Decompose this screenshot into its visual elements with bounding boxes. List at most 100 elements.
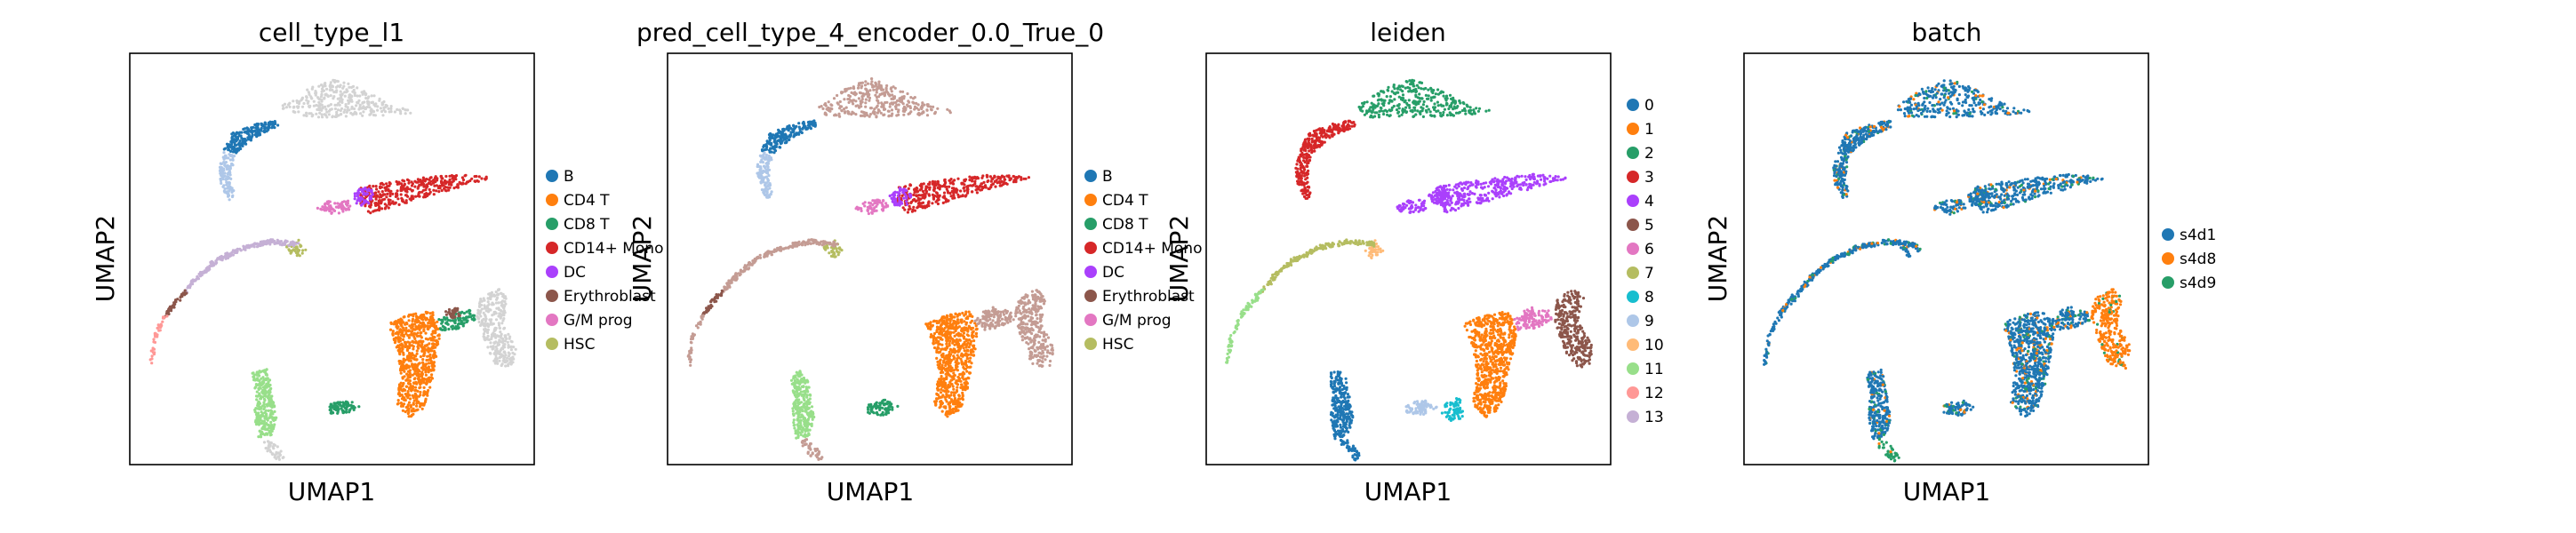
legend-label: HSC xyxy=(564,336,595,354)
data-point xyxy=(415,327,419,330)
data-point xyxy=(427,358,430,362)
data-point xyxy=(314,93,317,97)
data-point xyxy=(939,370,943,375)
data-point xyxy=(268,403,271,407)
data-point xyxy=(297,242,300,245)
data-point xyxy=(238,247,242,251)
data-point xyxy=(395,179,398,184)
data-point xyxy=(422,386,426,389)
data-point xyxy=(953,347,956,351)
data-point xyxy=(951,182,956,186)
data-point xyxy=(730,281,733,284)
data-point xyxy=(246,131,250,135)
data-point xyxy=(372,103,376,107)
data-point xyxy=(792,135,796,139)
data-point xyxy=(484,175,488,179)
data-point xyxy=(897,196,901,201)
data-point xyxy=(489,352,492,355)
data-point xyxy=(396,189,399,193)
data-point xyxy=(349,85,354,89)
data-point xyxy=(707,305,710,308)
data-point xyxy=(400,385,404,388)
data-point xyxy=(157,329,161,332)
data-point xyxy=(225,177,228,181)
data-point xyxy=(763,151,766,155)
data-point xyxy=(422,329,426,333)
data-point xyxy=(368,113,372,116)
data-point xyxy=(488,292,492,296)
data-point xyxy=(391,331,395,335)
data-point xyxy=(778,146,781,149)
data-point xyxy=(937,198,940,202)
data-point xyxy=(843,107,846,111)
data-point xyxy=(937,194,940,197)
data-point xyxy=(276,240,279,243)
data-point xyxy=(401,179,404,182)
data-point xyxy=(444,174,448,179)
data-point xyxy=(431,346,435,349)
data-point xyxy=(432,342,436,346)
data-point xyxy=(345,110,348,114)
data-point xyxy=(432,179,436,182)
data-point xyxy=(308,105,311,108)
data-point xyxy=(892,200,896,204)
data-point xyxy=(219,255,222,259)
data-point xyxy=(817,242,820,245)
data-point xyxy=(967,346,971,349)
data-point xyxy=(427,349,430,353)
data-point xyxy=(878,199,882,203)
data-point xyxy=(269,409,273,412)
data-point xyxy=(886,109,890,113)
data-point xyxy=(901,102,905,106)
data-point xyxy=(172,301,176,305)
data-point xyxy=(960,361,964,364)
data-point xyxy=(936,179,940,183)
data-point xyxy=(347,101,350,105)
data-point xyxy=(381,114,385,117)
data-point xyxy=(336,97,340,100)
data-point xyxy=(870,208,875,211)
data-point xyxy=(384,103,388,107)
data-point xyxy=(427,362,430,365)
data-point xyxy=(503,299,507,304)
data-point xyxy=(875,83,878,86)
data-point xyxy=(412,402,415,405)
data-point xyxy=(497,288,500,291)
data-point xyxy=(338,103,341,107)
data-point xyxy=(385,186,388,189)
data-point xyxy=(980,182,983,186)
data-point xyxy=(333,403,337,407)
data-point xyxy=(506,340,509,344)
data-point xyxy=(788,134,792,138)
data-point xyxy=(424,331,428,335)
data-point xyxy=(766,250,770,253)
data-point xyxy=(843,98,846,101)
data-point xyxy=(409,405,412,409)
data-point xyxy=(450,183,453,187)
data-point xyxy=(477,175,481,179)
data-point xyxy=(477,312,482,316)
data-point xyxy=(756,255,760,259)
data-point xyxy=(762,144,766,147)
data-point xyxy=(832,97,836,100)
data-point xyxy=(391,200,395,203)
data-point xyxy=(356,100,359,104)
data-point xyxy=(881,209,884,212)
data-point xyxy=(785,127,788,131)
data-point xyxy=(229,149,233,153)
data-point xyxy=(260,414,264,418)
data-point xyxy=(265,126,268,130)
data-point xyxy=(430,332,434,337)
data-point xyxy=(235,131,238,135)
data-point xyxy=(503,334,507,338)
data-point xyxy=(330,211,333,215)
data-point xyxy=(317,84,321,88)
data-point xyxy=(235,143,238,147)
data-point xyxy=(957,378,961,382)
data-point xyxy=(267,124,270,128)
data-point xyxy=(334,85,338,89)
data-point xyxy=(944,363,948,368)
data-point xyxy=(838,99,842,104)
data-point xyxy=(375,187,379,191)
data-point xyxy=(941,201,945,204)
